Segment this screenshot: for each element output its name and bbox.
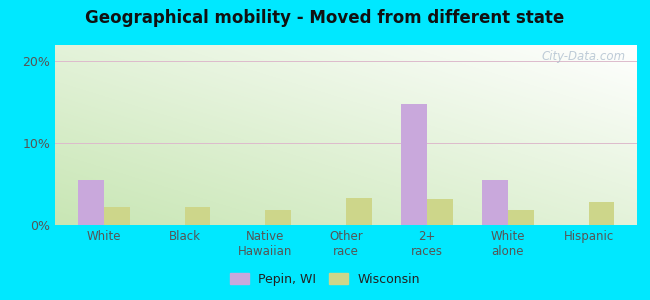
Text: City-Data.com: City-Data.com [541, 50, 625, 63]
Bar [346, 198, 372, 225]
Bar [401, 104, 427, 225]
Legend: Pepin, WI, Wisconsin: Pepin, WI, Wisconsin [225, 268, 425, 291]
Bar [104, 207, 129, 225]
Bar [185, 207, 211, 225]
Bar [588, 202, 614, 225]
Bar [265, 210, 291, 225]
Text: Geographical mobility - Moved from different state: Geographical mobility - Moved from diffe… [85, 9, 565, 27]
Bar [78, 180, 104, 225]
Bar [427, 199, 453, 225]
Bar [508, 210, 534, 225]
Bar [482, 180, 508, 225]
